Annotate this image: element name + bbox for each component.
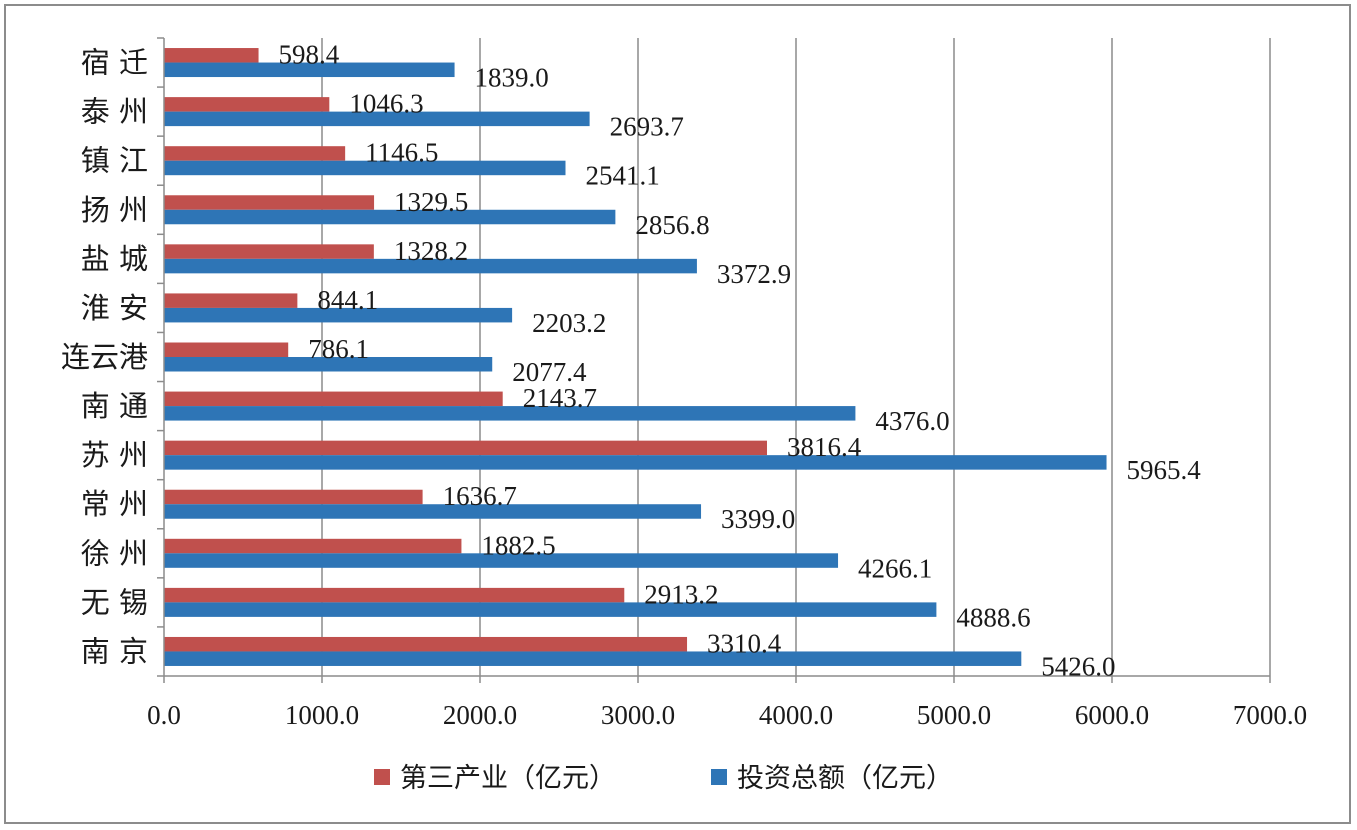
x-tick-label: 1000.0 bbox=[285, 700, 359, 730]
bar-investment bbox=[164, 504, 702, 519]
data-label-investment: 5965.4 bbox=[1127, 455, 1202, 485]
bar-investment bbox=[164, 62, 455, 78]
category-label: 南 通 bbox=[81, 389, 148, 423]
data-label-investment: 2856.8 bbox=[635, 210, 709, 240]
bar-tertiary bbox=[164, 489, 423, 505]
bar-tertiary bbox=[164, 195, 375, 210]
x-tick-label: 5000.0 bbox=[917, 700, 991, 730]
data-label-tertiary: 1636.7 bbox=[443, 481, 517, 511]
bar-investment bbox=[164, 602, 937, 617]
category-label: 苏 州 bbox=[81, 438, 148, 472]
x-tick-label: 0.0 bbox=[147, 700, 181, 730]
x-tick-label: 4000.0 bbox=[759, 700, 833, 730]
category-label: 常 州 bbox=[81, 487, 148, 521]
gridlines bbox=[321, 38, 1271, 676]
category-label: 盐 城 bbox=[81, 242, 148, 276]
data-label-investment: 3372.9 bbox=[717, 259, 791, 289]
bar-tertiary bbox=[164, 146, 346, 161]
category-label: 泰 州 bbox=[81, 95, 148, 129]
data-label-tertiary: 1882.5 bbox=[481, 530, 555, 560]
bar-investment bbox=[164, 357, 493, 372]
legend-label-investment: 投资总额（亿元） bbox=[737, 763, 953, 794]
data-label-investment: 5426.0 bbox=[1041, 651, 1115, 681]
data-label-tertiary: 3816.4 bbox=[787, 432, 862, 462]
data-label-investment: 3399.0 bbox=[721, 504, 795, 534]
bar-tertiary bbox=[164, 48, 259, 63]
bar-tertiary bbox=[164, 391, 503, 407]
x-tick-label: 6000.0 bbox=[1075, 700, 1149, 730]
category-label: 南 京 bbox=[81, 634, 148, 668]
data-label-tertiary: 1146.5 bbox=[365, 138, 438, 168]
category-label: 连云港 bbox=[61, 340, 148, 374]
bar-tertiary bbox=[164, 538, 462, 554]
data-label-investment: 2077.4 bbox=[512, 357, 587, 387]
data-label-tertiary: 598.4 bbox=[279, 40, 340, 70]
data-label-tertiary: 3310.4 bbox=[707, 628, 782, 658]
legend-label-tertiary: 第三产业（亿元） bbox=[400, 763, 616, 794]
category-label: 无 锡 bbox=[81, 585, 148, 619]
bar-tertiary bbox=[164, 440, 767, 456]
category-label: 镇 江 bbox=[81, 144, 148, 178]
data-label-tertiary: 1329.5 bbox=[394, 187, 468, 217]
data-label-investment: 1839.0 bbox=[475, 63, 549, 93]
data-label-investment: 2541.1 bbox=[585, 161, 659, 191]
category-label: 扬 州 bbox=[81, 193, 148, 227]
x-tick-label: 7000.0 bbox=[1233, 700, 1307, 730]
legend: 第三产业（亿元） 投资总额（亿元） bbox=[374, 763, 953, 794]
data-labels: 598.4 1839.0 1046.3 2693.7 1146.5 2541.1 1329.… bbox=[279, 40, 1202, 682]
category-label: 宿 迁 bbox=[81, 46, 148, 80]
data-label-tertiary: 2143.7 bbox=[523, 383, 597, 413]
x-tick-label: 2000.0 bbox=[443, 700, 517, 730]
bar-investment bbox=[164, 111, 590, 127]
data-label-investment: 2693.7 bbox=[610, 112, 684, 142]
data-label-investment: 4888.6 bbox=[956, 602, 1030, 632]
legend-swatch-investment bbox=[711, 769, 727, 785]
data-label-investment: 4376.0 bbox=[875, 406, 949, 436]
bar-investment bbox=[164, 651, 1022, 666]
bar-investment bbox=[164, 307, 513, 323]
bar-investment bbox=[164, 258, 697, 274]
data-label-tertiary: 786.1 bbox=[308, 334, 369, 364]
bar-investment bbox=[164, 553, 839, 568]
data-label-tertiary: 844.1 bbox=[317, 285, 378, 315]
bar-investment bbox=[164, 209, 616, 225]
category-label: 淮 安 bbox=[81, 291, 148, 325]
bar-investment bbox=[164, 406, 856, 421]
bar-tertiary bbox=[164, 636, 688, 652]
data-label-tertiary: 1046.3 bbox=[349, 89, 423, 119]
bar-tertiary bbox=[164, 97, 330, 112]
data-label-investment: 2203.2 bbox=[532, 308, 606, 338]
bar-tertiary bbox=[164, 244, 374, 259]
category-label: 徐 州 bbox=[81, 536, 148, 570]
bar-tertiary bbox=[164, 342, 289, 357]
data-label-investment: 4266.1 bbox=[858, 553, 932, 583]
axes: 0.0 1000.0 2000.0 3000.0 4000.0 5000.0 6000.0 7… bbox=[61, 37, 1307, 730]
bar-investment bbox=[164, 160, 566, 176]
bar-tertiary bbox=[164, 293, 298, 308]
bar-tertiary bbox=[164, 587, 625, 603]
data-label-tertiary: 2913.2 bbox=[644, 579, 718, 609]
legend-swatch-tertiary bbox=[374, 769, 390, 785]
data-label-tertiary: 1328.2 bbox=[394, 236, 468, 266]
x-tick-label: 3000.0 bbox=[601, 700, 675, 730]
bars bbox=[164, 48, 1107, 666]
bar-investment bbox=[164, 455, 1107, 470]
